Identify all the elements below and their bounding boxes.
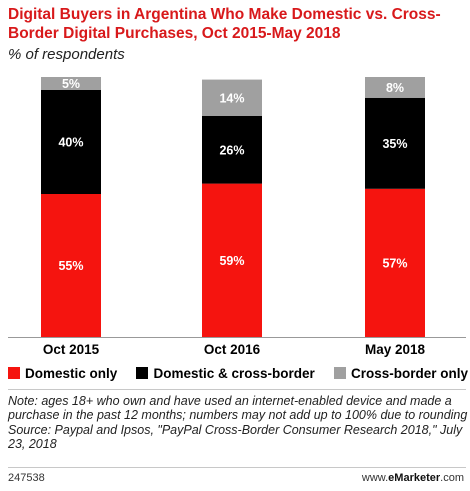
legend-label-both: Domestic & cross-border <box>153 365 315 381</box>
data-label-1-1: 55% <box>58 259 83 273</box>
brand-prefix: www. <box>361 472 389 484</box>
bar-segment-2-2 <box>202 116 262 184</box>
source-text: Source: Paypal and Ipsos, "PayPal Cross-… <box>8 422 463 451</box>
chart-title: Digital Buyers in Argentina Who Make Dom… <box>8 6 441 42</box>
emarketer-logo: www.eMarketer.com <box>362 472 464 484</box>
legend-swatch-domestic <box>8 367 20 379</box>
bar-segment-2-1 <box>41 90 101 194</box>
bar-segment-3-3 <box>365 77 425 98</box>
legend-swatch-cross <box>333 367 346 379</box>
data-label-2-2: 26% <box>219 143 244 157</box>
legend-item-cross: Cross-border only <box>333 365 468 381</box>
data-label-3-2: 14% <box>219 91 244 105</box>
chart-note: Note: ages 18+ who own and have used an … <box>8 394 468 451</box>
chart-subtitle: % of respondents <box>8 46 125 63</box>
legend-item-both: Domestic & cross-border <box>136 365 315 381</box>
legend-item-domestic: Domestic only <box>8 366 117 381</box>
brand-suffix: .com <box>440 472 464 484</box>
bar-segment-1-2 <box>202 183 262 337</box>
x-tick-label-3: May 2018 <box>365 342 426 357</box>
data-label-3-1: 5% <box>62 77 80 91</box>
legend-swatch-both <box>136 367 149 379</box>
x-tick-label-2: Oct 2016 <box>204 342 261 357</box>
data-label-2-1: 40% <box>58 136 83 150</box>
footer-divider <box>8 467 466 468</box>
legend: Domestic only Domestic & cross-border Cr… <box>8 364 468 382</box>
legend-label-domestic: Domestic only <box>25 365 118 381</box>
bar-segment-3-2 <box>202 79 262 116</box>
brand-name: eMarketer <box>388 472 441 484</box>
data-label-1-3: 57% <box>382 256 407 270</box>
data-label-3-3: 8% <box>386 81 404 95</box>
bar-segment-3-1 <box>41 77 101 90</box>
bar-segment-1-3 <box>365 188 425 337</box>
x-tick-label-1: Oct 2015 <box>43 342 100 357</box>
legend-label-cross: Cross-border only <box>350 365 468 381</box>
bar-segment-1-1 <box>41 194 101 337</box>
bar-segment-2-3 <box>365 97 425 189</box>
note-text: Note: ages 18+ who own and have used an … <box>8 394 468 423</box>
data-label-1-2: 59% <box>219 254 244 268</box>
chart-id: 247538 <box>8 472 45 484</box>
data-label-2-3: 35% <box>382 137 407 151</box>
divider <box>8 389 466 390</box>
